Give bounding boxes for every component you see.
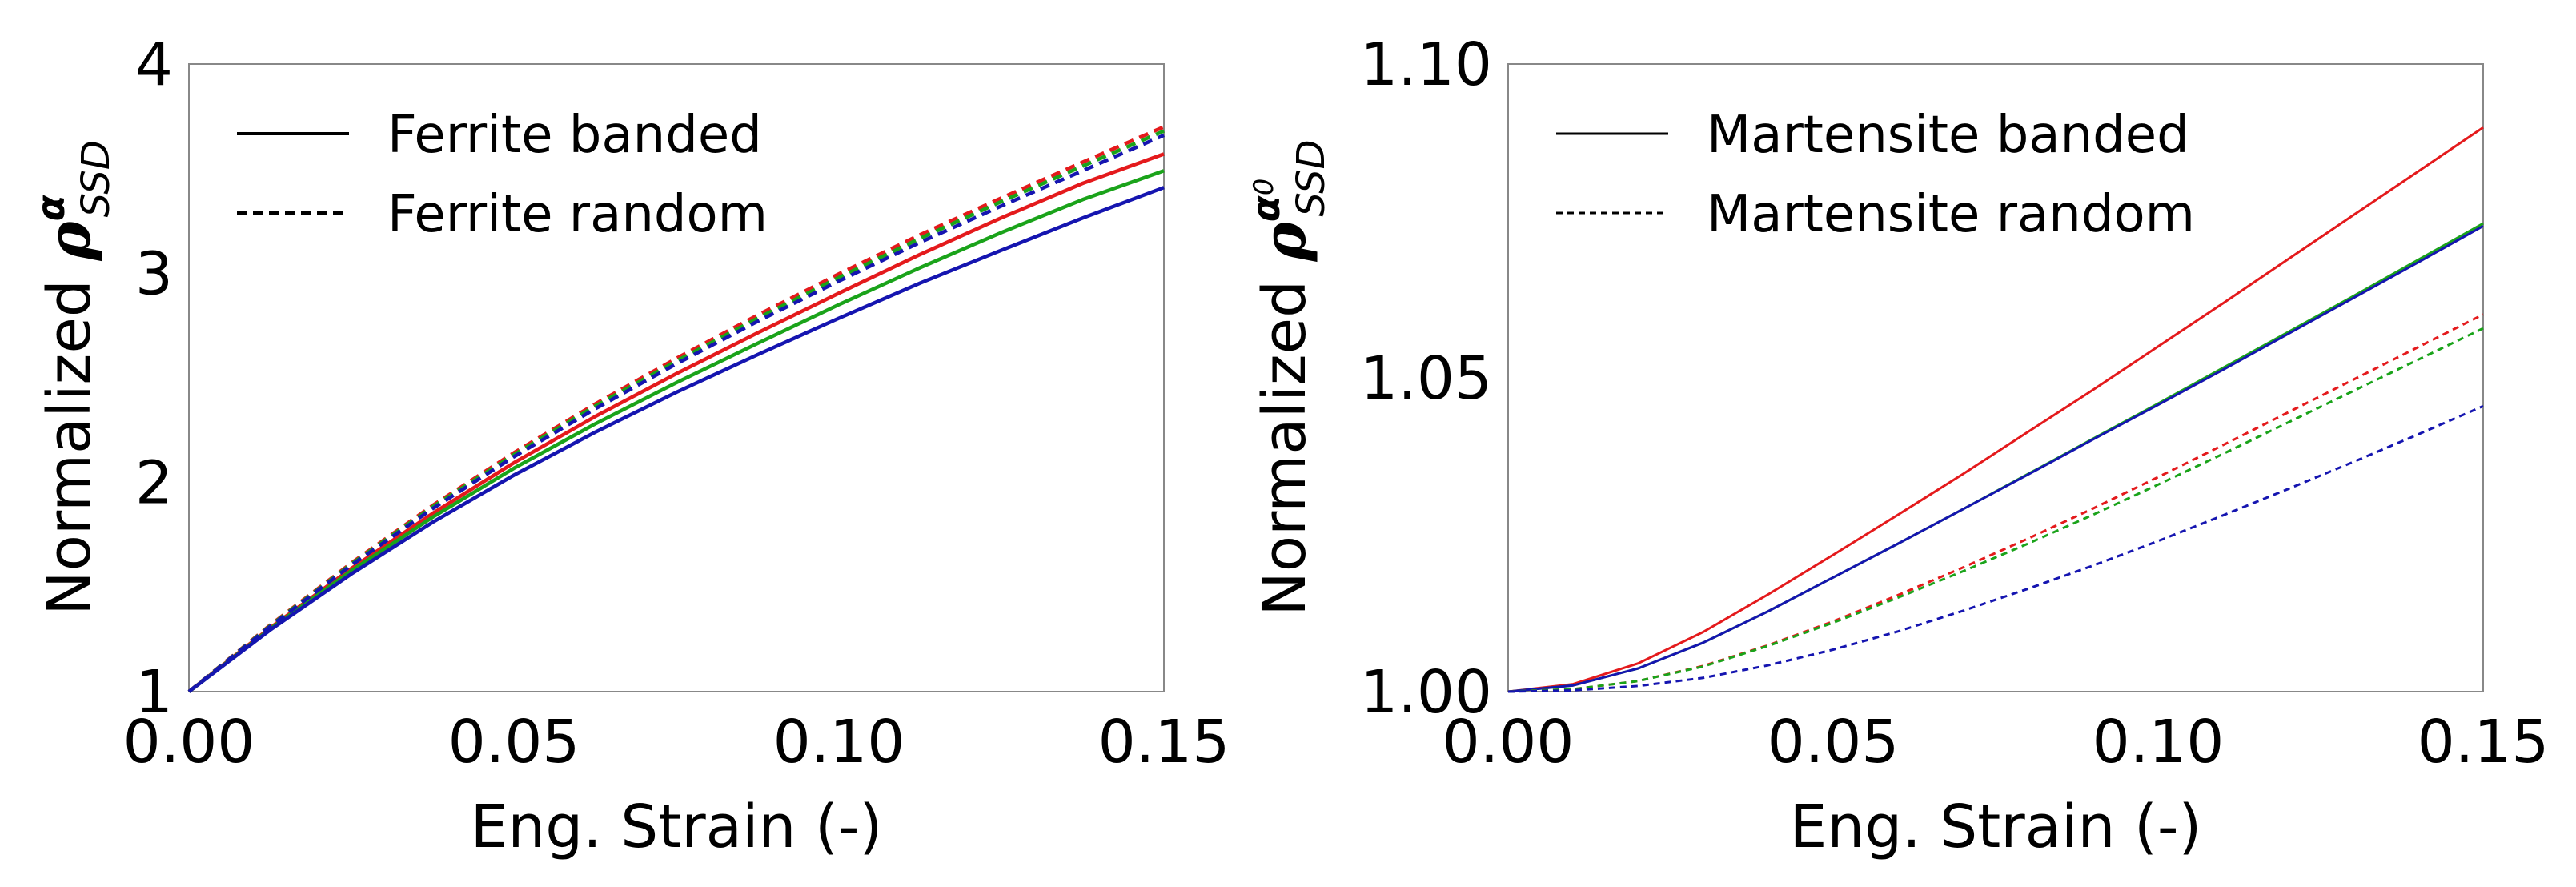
right-xtick-label: 0.00 bbox=[1442, 708, 1575, 777]
left-series-group bbox=[187, 125, 1165, 693]
left-series-banded-red bbox=[187, 152, 1165, 693]
right-legend-label-banded: Martensite banded bbox=[1707, 106, 2189, 165]
left-panel: 0.00 0.05 0.10 0.15 1 2 3 4 Ferrite banded Ferr… bbox=[29, 30, 1230, 861]
left-series-random-green bbox=[187, 129, 1165, 693]
left-series-random-red bbox=[187, 125, 1165, 693]
right-tick-labels: 0.00 0.05 0.10 0.15 1.00 1.05 1.10 bbox=[1360, 30, 2549, 777]
right-series-random-green bbox=[1507, 327, 2484, 693]
left-legend-label-banded: Ferrite banded bbox=[387, 106, 762, 165]
left-ytick-label: 4 bbox=[135, 30, 173, 99]
left-tick-labels: 0.00 0.05 0.10 0.15 1 2 3 4 bbox=[123, 30, 1230, 777]
left-series-banded-blue bbox=[187, 186, 1165, 693]
right-ylabel-prefix: Normalized bbox=[1250, 261, 1319, 616]
right-xtick-label: 0.15 bbox=[2418, 708, 2550, 777]
left-xtick-label: 0.10 bbox=[773, 708, 905, 777]
left-plot-area bbox=[188, 63, 1165, 692]
right-ylabel-superscript2: 0 bbox=[1248, 179, 1280, 196]
right-ytick-label: 1.05 bbox=[1360, 344, 1492, 413]
right-ylabel-subscript: SSD bbox=[1289, 139, 1334, 216]
left-xtick-label: 0.05 bbox=[448, 708, 580, 777]
right-ytick-label: 1.10 bbox=[1360, 30, 1492, 99]
left-series-random-blue bbox=[187, 133, 1165, 693]
right-ylabel: Normalized ρα0 SSD bbox=[1244, 139, 1334, 616]
left-ytick-label: 2 bbox=[135, 449, 173, 518]
right-series-banded-red bbox=[1507, 126, 2484, 693]
right-ylabel-superscript: α bbox=[1244, 195, 1289, 222]
left-xtick-label: 0.00 bbox=[123, 708, 255, 777]
left-legend-label-random: Ferrite random bbox=[387, 185, 768, 244]
right-panel: 0.00 0.05 0.10 0.15 1.00 1.05 1.10 Martensite … bbox=[1244, 30, 2549, 861]
left-xtick-label: 0.15 bbox=[1098, 708, 1230, 777]
right-plot-area bbox=[1507, 63, 2484, 692]
right-series-banded-blue bbox=[1507, 224, 2484, 693]
left-ytick-label: 1 bbox=[135, 658, 173, 727]
right-ytick-label: 1.00 bbox=[1360, 658, 1492, 727]
left-legend: Ferrite banded Ferrite random bbox=[237, 106, 768, 244]
left-ylabel-prefix: Normalized bbox=[35, 261, 104, 616]
left-ylabel: Normalized ραSSD bbox=[29, 140, 118, 616]
right-legend-label-random: Martensite random bbox=[1707, 185, 2195, 244]
right-series-group bbox=[1507, 126, 2484, 693]
left-xlabel: Eng. Strain (-) bbox=[471, 793, 883, 861]
left-ytick-label: 3 bbox=[135, 239, 173, 308]
left-ylabel-superscript: α bbox=[29, 194, 74, 221]
right-xlabel: Eng. Strain (-) bbox=[1790, 793, 2202, 861]
right-xtick-label: 0.10 bbox=[2092, 708, 2225, 777]
left-ylabel-subscript: SSD bbox=[74, 140, 118, 217]
left-ylabel-symbol: ρ bbox=[35, 221, 104, 262]
right-series-random-blue bbox=[1507, 404, 2484, 693]
left-series-banded-green bbox=[187, 169, 1165, 693]
right-ylabel-symbol: ρ bbox=[1250, 221, 1319, 262]
right-xtick-label: 0.05 bbox=[1767, 708, 1900, 777]
right-legend: Martensite banded Martensite random bbox=[1556, 106, 2195, 244]
